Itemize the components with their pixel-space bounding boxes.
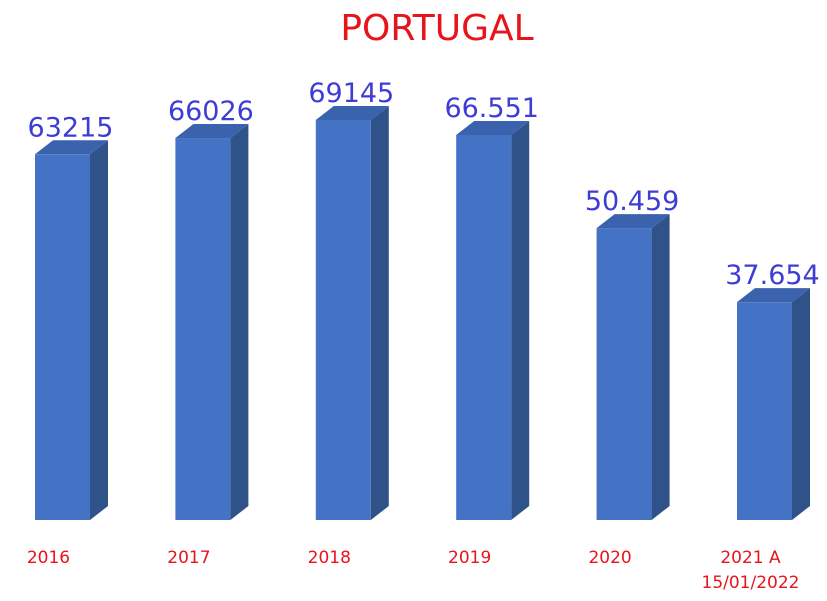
bar (175, 138, 231, 520)
x-tick-label: 2017 (167, 548, 211, 568)
x-tick-label: 2016 (26, 548, 71, 568)
bar (737, 302, 792, 520)
bar-side (511, 121, 530, 520)
value-label: 66026 (168, 96, 254, 127)
x-tick-label: 2020 (588, 548, 632, 568)
x-tick-label: 2018 (307, 548, 351, 568)
bar-side (792, 288, 810, 520)
bar-side (230, 124, 249, 520)
bar-side (651, 214, 670, 520)
bar-top (596, 214, 670, 229)
bar-top (737, 288, 810, 303)
value-label: 69145 (308, 78, 394, 109)
bar-top (35, 140, 108, 155)
bar (596, 228, 652, 520)
bar-top (175, 124, 249, 139)
value-label: 50.459 (585, 186, 679, 217)
bar-top (456, 121, 530, 136)
value-label: 66.551 (444, 93, 538, 124)
bar (35, 154, 90, 520)
x-tick-label: 2021 A 15/01/2022 (701, 548, 800, 593)
value-label: 37.654 (725, 260, 819, 291)
bar (315, 120, 371, 520)
bar (456, 135, 512, 520)
x-tick-label: 2019 (448, 548, 492, 568)
value-label: 63215 (28, 112, 114, 143)
bar-top (315, 106, 389, 120)
chart-title: PORTUGAL (340, 8, 533, 49)
bar-side (90, 140, 108, 520)
bar-side (370, 106, 389, 520)
